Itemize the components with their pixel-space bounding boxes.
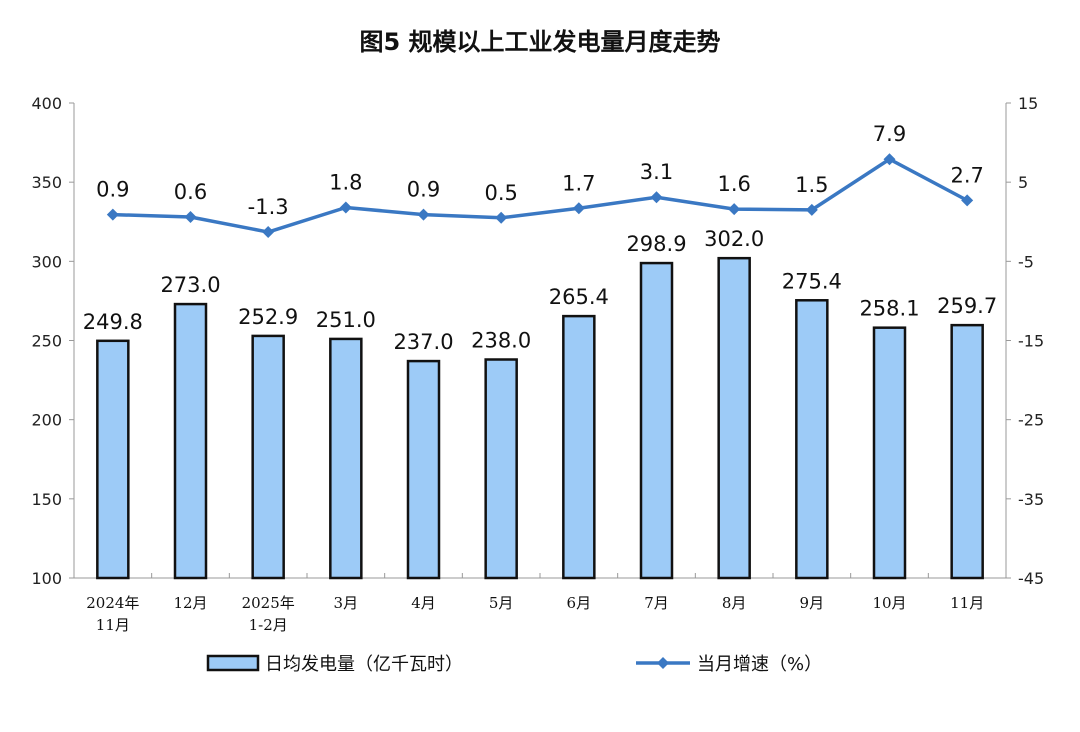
growth-line	[112, 157, 968, 234]
x-tick-label: 10月	[872, 594, 906, 612]
x-tick-label: 8月	[722, 594, 747, 612]
bar-data-label: 265.4	[549, 285, 609, 309]
line-data-label: 1.6	[717, 172, 750, 196]
x-tick-label: 9月	[800, 594, 825, 612]
x-tick-label: 11月	[950, 594, 984, 612]
line-point	[417, 208, 430, 221]
y-left-tick-label: 100	[31, 569, 62, 588]
line-point	[805, 203, 818, 216]
bar	[717, 256, 751, 580]
x-tick-label: 4月	[411, 594, 436, 612]
bar-data-label: 252.9	[238, 305, 298, 329]
x-tick-label: 12月	[173, 594, 207, 612]
bar	[329, 337, 363, 580]
x-tick-label: 6月	[567, 594, 592, 612]
bar	[173, 302, 208, 580]
y-right-tick-label: -15	[1018, 332, 1044, 351]
line-point	[495, 211, 508, 224]
line-point	[106, 208, 119, 221]
y-left-tick-label: 350	[31, 173, 62, 192]
bar-data-label: 258.1	[859, 297, 919, 321]
bar-data-label: 251.0	[316, 308, 376, 332]
x-tick-label: 2025年 1-2月	[242, 594, 295, 634]
x-tick-label: 3月	[334, 594, 359, 612]
y-right-tick-label: -35	[1018, 490, 1044, 509]
legend: 日均发电量（亿千瓦时） 当月增速（%）	[206, 654, 822, 675]
y-right-tick-label: -5	[1018, 252, 1034, 271]
line-data-label: 0.5	[484, 181, 517, 205]
chart-title: 图5 规模以上工业发电量月度走势	[359, 28, 720, 56]
bar	[950, 323, 984, 580]
line-data-label: 1.7	[562, 171, 595, 195]
y-left-tick-label: 400	[31, 94, 62, 113]
line-data-label: 7.9	[873, 122, 906, 146]
line-point	[184, 211, 197, 223]
bar	[795, 299, 829, 580]
bar	[872, 326, 907, 580]
y-right-tick-label: -45	[1018, 569, 1044, 588]
y-right-tick-label: -25	[1018, 411, 1044, 430]
bar-data-label: 302.0	[704, 227, 764, 251]
bar-data-label: 298.9	[626, 232, 686, 256]
bar	[639, 261, 674, 580]
legend-line-marker	[657, 657, 669, 669]
bar-data-label: 275.4	[782, 269, 842, 293]
legend-bar-label: 日均发电量（亿千瓦时）	[265, 654, 463, 675]
line-data-label: 2.7	[950, 163, 983, 187]
x-tick-label: 7月	[644, 594, 669, 612]
y-left-tick-label: 250	[31, 332, 62, 351]
line-data-label: 3.1	[640, 160, 673, 184]
line-point	[650, 191, 663, 204]
line-point	[262, 226, 275, 239]
line-data-label: -1.3	[248, 195, 289, 219]
line-point	[883, 153, 896, 166]
line-data-label: 0.6	[174, 180, 207, 204]
bar	[484, 358, 518, 580]
bar-data-label: 249.8	[83, 310, 143, 334]
line-data-label: 1.8	[329, 171, 362, 195]
line-data-label: 0.9	[96, 178, 129, 202]
bar	[96, 339, 130, 580]
line-point	[961, 194, 974, 207]
line-data-label: 1.5	[795, 173, 828, 197]
bar-data-label: 259.7	[937, 294, 997, 318]
y-left-tick-label: 300	[31, 252, 62, 271]
y-left-tick-label: 150	[31, 490, 62, 509]
bar-data-label: 238.0	[471, 329, 531, 353]
bar	[406, 359, 441, 580]
x-tick-label: 2024年 11月	[86, 594, 139, 634]
line-point	[572, 202, 585, 215]
legend-bar-swatch	[206, 654, 260, 672]
bar-data-label: 237.0	[393, 330, 453, 354]
line-point	[339, 201, 352, 214]
x-tick-label: 5月	[489, 594, 514, 612]
bar	[251, 334, 285, 580]
line-point	[728, 203, 741, 216]
line-data-label: 0.9	[407, 178, 440, 202]
legend-line-label: 当月增速（%）	[697, 654, 822, 675]
bar-data-label: 273.0	[160, 273, 220, 297]
y-left-tick-label: 200	[31, 411, 62, 430]
y-right-tick-label: 15	[1018, 94, 1038, 113]
y-right-tick-label: 5	[1018, 173, 1028, 192]
bar	[562, 314, 596, 580]
